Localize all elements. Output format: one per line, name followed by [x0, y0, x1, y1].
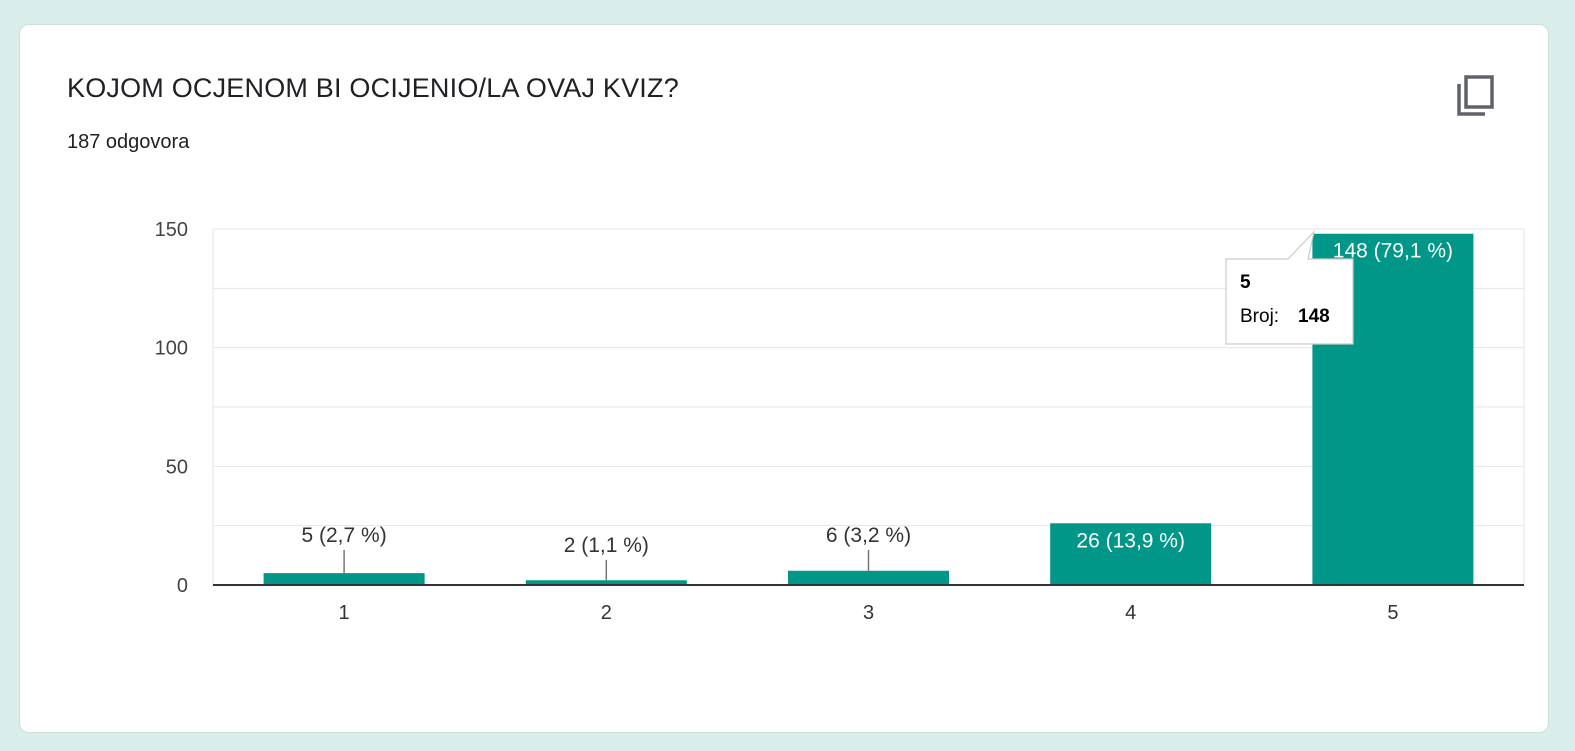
y-tick-label: 100: [155, 338, 188, 360]
bar[interactable]: [1050, 523, 1212, 585]
data-label: 26 (13,9 %): [1076, 529, 1185, 552]
y-tick-label: 50: [166, 456, 188, 478]
y-tick-label: 150: [155, 219, 188, 241]
bar[interactable]: [525, 580, 687, 585]
data-label: 5 (2,7 %): [301, 524, 386, 547]
chart-card: KOJOM OCJENOM BI OCIJENIO/LA OVAJ KVIZ? …: [19, 24, 1549, 733]
question-title: KOJOM OCJENOM BI OCIJENIO/LA OVAJ KVIZ?: [67, 73, 679, 103]
bar-chart: 5 (2,7 %) 2 (1,1 %) 6 (3,2 %) 26 (13,9 %)14…: [155, 219, 1525, 624]
tooltip-category: 5: [1240, 272, 1251, 293]
x-tick-label: 4: [1125, 602, 1136, 624]
bar-tooltip: 5 Broj: 148: [1225, 230, 1354, 345]
data-label: 6 (3,2 %): [826, 524, 911, 547]
tooltip-box: [1225, 230, 1354, 345]
x-tick-label: 2: [601, 602, 612, 624]
data-label: 148 (79,1 %): [1333, 240, 1453, 263]
tooltip-label: Broj:: [1240, 306, 1279, 327]
data-label: 2 (1,1 %): [564, 534, 649, 557]
x-tick-label: 1: [339, 602, 350, 624]
y-tick-label: 0: [177, 575, 188, 597]
tooltip-value: 148: [1298, 306, 1330, 327]
x-tick-label: 3: [863, 602, 874, 624]
response-count: 187 odgovora: [67, 131, 190, 153]
copy-icon: [1457, 75, 1494, 116]
bar[interactable]: [788, 570, 949, 585]
bar[interactable]: [263, 573, 425, 585]
x-tick-label: 5: [1387, 602, 1398, 624]
copy-chart-button[interactable]: [1450, 71, 1500, 121]
